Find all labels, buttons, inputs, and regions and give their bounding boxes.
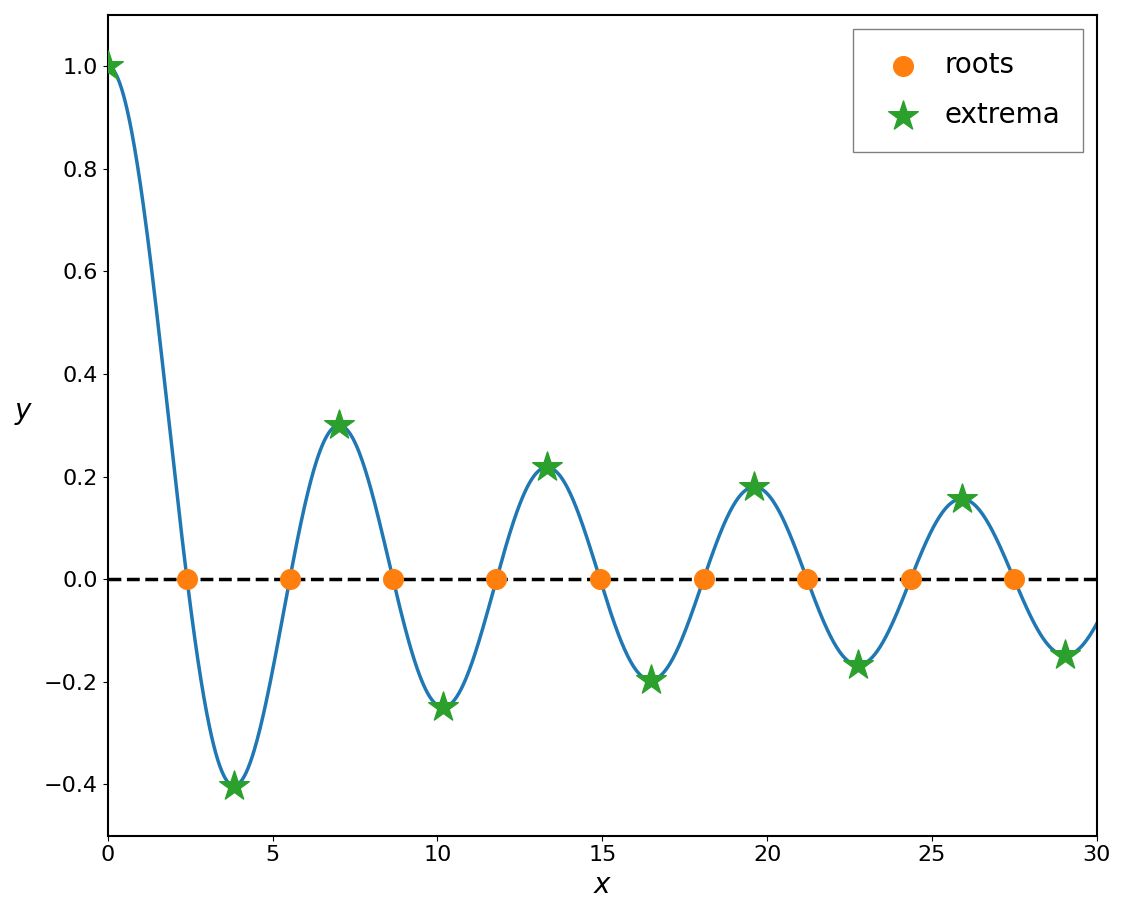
extrema [745, 480, 763, 494]
Y-axis label: y: y [15, 398, 32, 425]
extrema [538, 460, 556, 474]
extrema [99, 59, 117, 74]
extrema [849, 658, 867, 673]
extrema [330, 418, 348, 432]
roots [798, 572, 816, 587]
X-axis label: x: x [595, 871, 610, 899]
roots [384, 572, 402, 587]
extrema [642, 673, 660, 687]
roots [902, 572, 920, 587]
extrema [225, 779, 243, 793]
roots [695, 572, 713, 587]
extrema [1056, 648, 1074, 663]
extrema [953, 492, 971, 506]
roots [280, 572, 298, 587]
roots [1006, 572, 1024, 587]
roots [591, 572, 609, 587]
roots [488, 572, 506, 587]
roots [178, 572, 196, 587]
Legend: roots, extrema: roots, extrema [854, 29, 1083, 152]
extrema [435, 700, 453, 715]
